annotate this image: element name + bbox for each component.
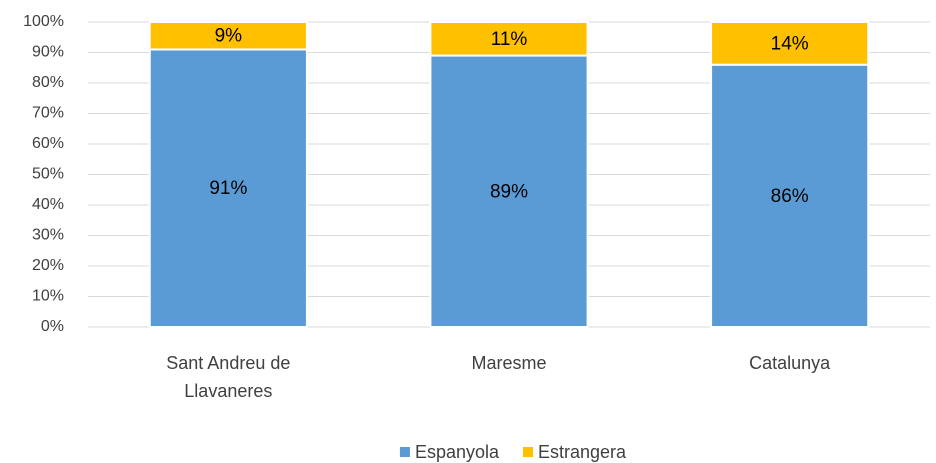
y-tick-label: 80% (32, 74, 64, 91)
bar-segment (710, 63, 870, 328)
data-label: 14% (771, 33, 809, 54)
y-tick-label: 10% (32, 288, 64, 305)
legend: Espanyola Estrangera (399, 442, 627, 462)
bar-segment (429, 21, 589, 57)
data-label: 11% (491, 29, 528, 50)
y-tick-label: 40% (32, 196, 64, 213)
y-tick-label: 50% (32, 166, 64, 183)
y-tick-label: 0% (41, 318, 64, 335)
y-tick-label: 100% (23, 13, 64, 30)
legend-swatch (399, 447, 410, 457)
x-tick-label: Maresme (471, 353, 546, 373)
x-tick-label: Sant Andreu de Llavaneres (166, 353, 290, 401)
bar-segment (148, 21, 308, 51)
data-label: 89% (490, 181, 528, 202)
data-label: 9% (215, 26, 243, 47)
bar-segment (148, 48, 308, 328)
y-tick-label: 20% (32, 257, 64, 274)
y-tick-label: 90% (32, 44, 64, 61)
y-tick-label: 70% (32, 105, 64, 122)
bar-segment (710, 21, 870, 66)
data-label: 91% (209, 178, 247, 199)
legend-label: Espanyola (415, 442, 500, 462)
x-tick-label: Catalunya (749, 353, 831, 373)
y-tick-label: 60% (32, 135, 64, 152)
legend-swatch (523, 447, 533, 457)
data-label: 86% (771, 186, 809, 207)
y-tick-label: 30% (32, 227, 64, 244)
bar-segment (429, 54, 589, 329)
legend-label: Estrangera (538, 442, 627, 462)
